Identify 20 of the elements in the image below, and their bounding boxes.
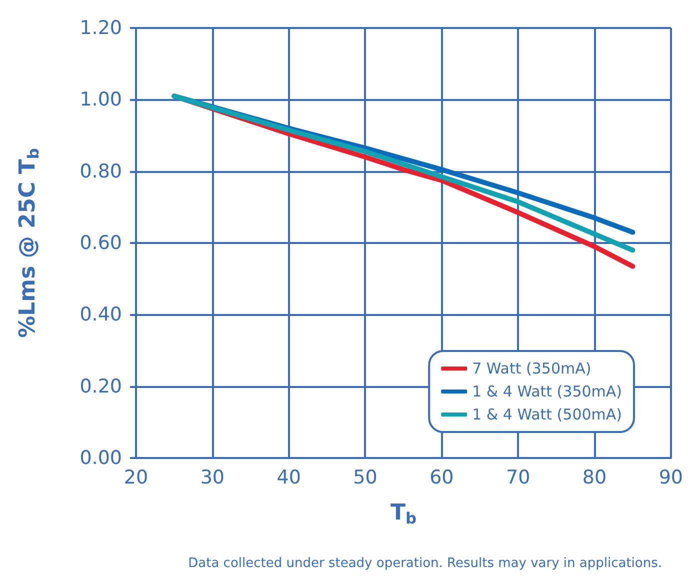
y-axis-title: %Lms @ 25C Tb [16,148,42,338]
text: Data collected under steady operation. Results may vary in applications. [188,556,662,571]
x-tick-label: 60 [430,466,454,488]
x-tick-label: 90 [658,466,684,488]
x-tick-label: 50 [353,466,378,488]
legend-label: 1 & 4 Watt (500mA) [472,406,622,424]
legend-label: 1 & 4 Watt (350mA) [472,382,622,400]
y-tick-label: 1.00 [80,88,122,111]
x-tick-label: 30 [200,466,225,488]
legend-label: 7 Watt (350mA) [472,360,592,378]
x-tick-label: 80 [582,466,607,488]
y-tick-label: 0.80 [80,160,122,182]
x-tick-label: 70 [506,466,530,488]
y-tick-label: 0.00 [80,447,122,469]
x-tick-label: 40 [276,466,301,488]
y-tick-label: 0.40 [80,304,122,326]
x-tick-label: 20 [124,466,148,488]
y-tick-label: 1.20 [80,17,122,39]
y-tick-label: 0.20 [80,375,122,398]
y-tick-label: 0.60 [80,232,122,254]
